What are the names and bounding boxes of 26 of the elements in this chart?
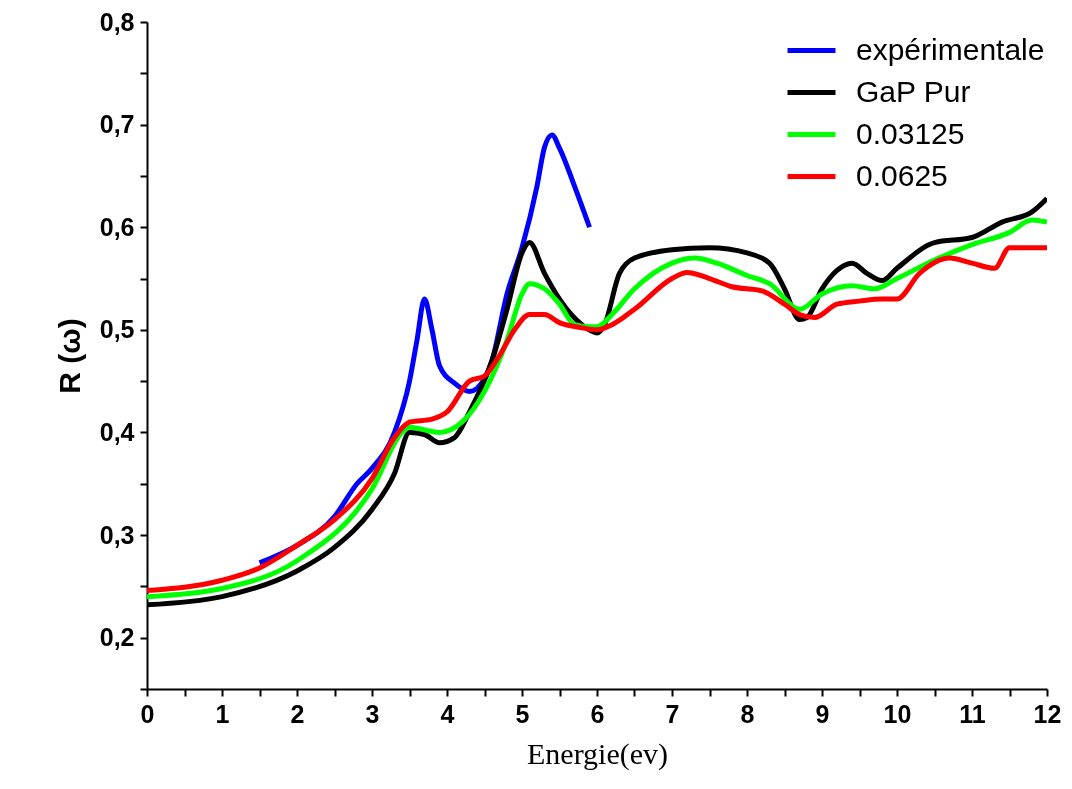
y-tick-label: 0,8 [99,7,135,36]
x-tick-label: 2 [290,699,305,728]
x-tick-label: 8 [740,699,755,728]
x-tick-label: 0 [140,699,155,728]
legend-label: 0.03125 [856,116,965,150]
x-tick-label: 4 [440,699,455,728]
y-tick-label: 0,4 [99,417,135,446]
y-tick-label: 0,3 [99,520,135,549]
y-tick-label: 0,7 [99,110,135,139]
x-tick-label: 12 [1033,699,1062,728]
x-tick-label: 11 [959,699,986,728]
x-tick-label: 3 [365,699,380,728]
x-tick-label: 1 [215,699,230,728]
x-tick-label: 7 [665,699,680,728]
y-tick-label: 0,5 [99,315,135,344]
y-axis-title: R (ω) [52,318,86,394]
legend-label: expérimentale [856,32,1045,66]
x-tick-label: 5 [515,699,530,728]
x-tick-label: 9 [815,699,830,728]
x-axis-title: Energie(ev) [526,736,669,771]
x-tick-label: 10 [883,699,912,728]
legend-label: 0.0625 [856,158,948,192]
y-tick-label: 0,6 [99,212,135,241]
legend-label: GaP Pur [856,74,971,108]
x-tick-label: 6 [590,699,605,728]
y-tick-label: 0,2 [99,623,135,652]
